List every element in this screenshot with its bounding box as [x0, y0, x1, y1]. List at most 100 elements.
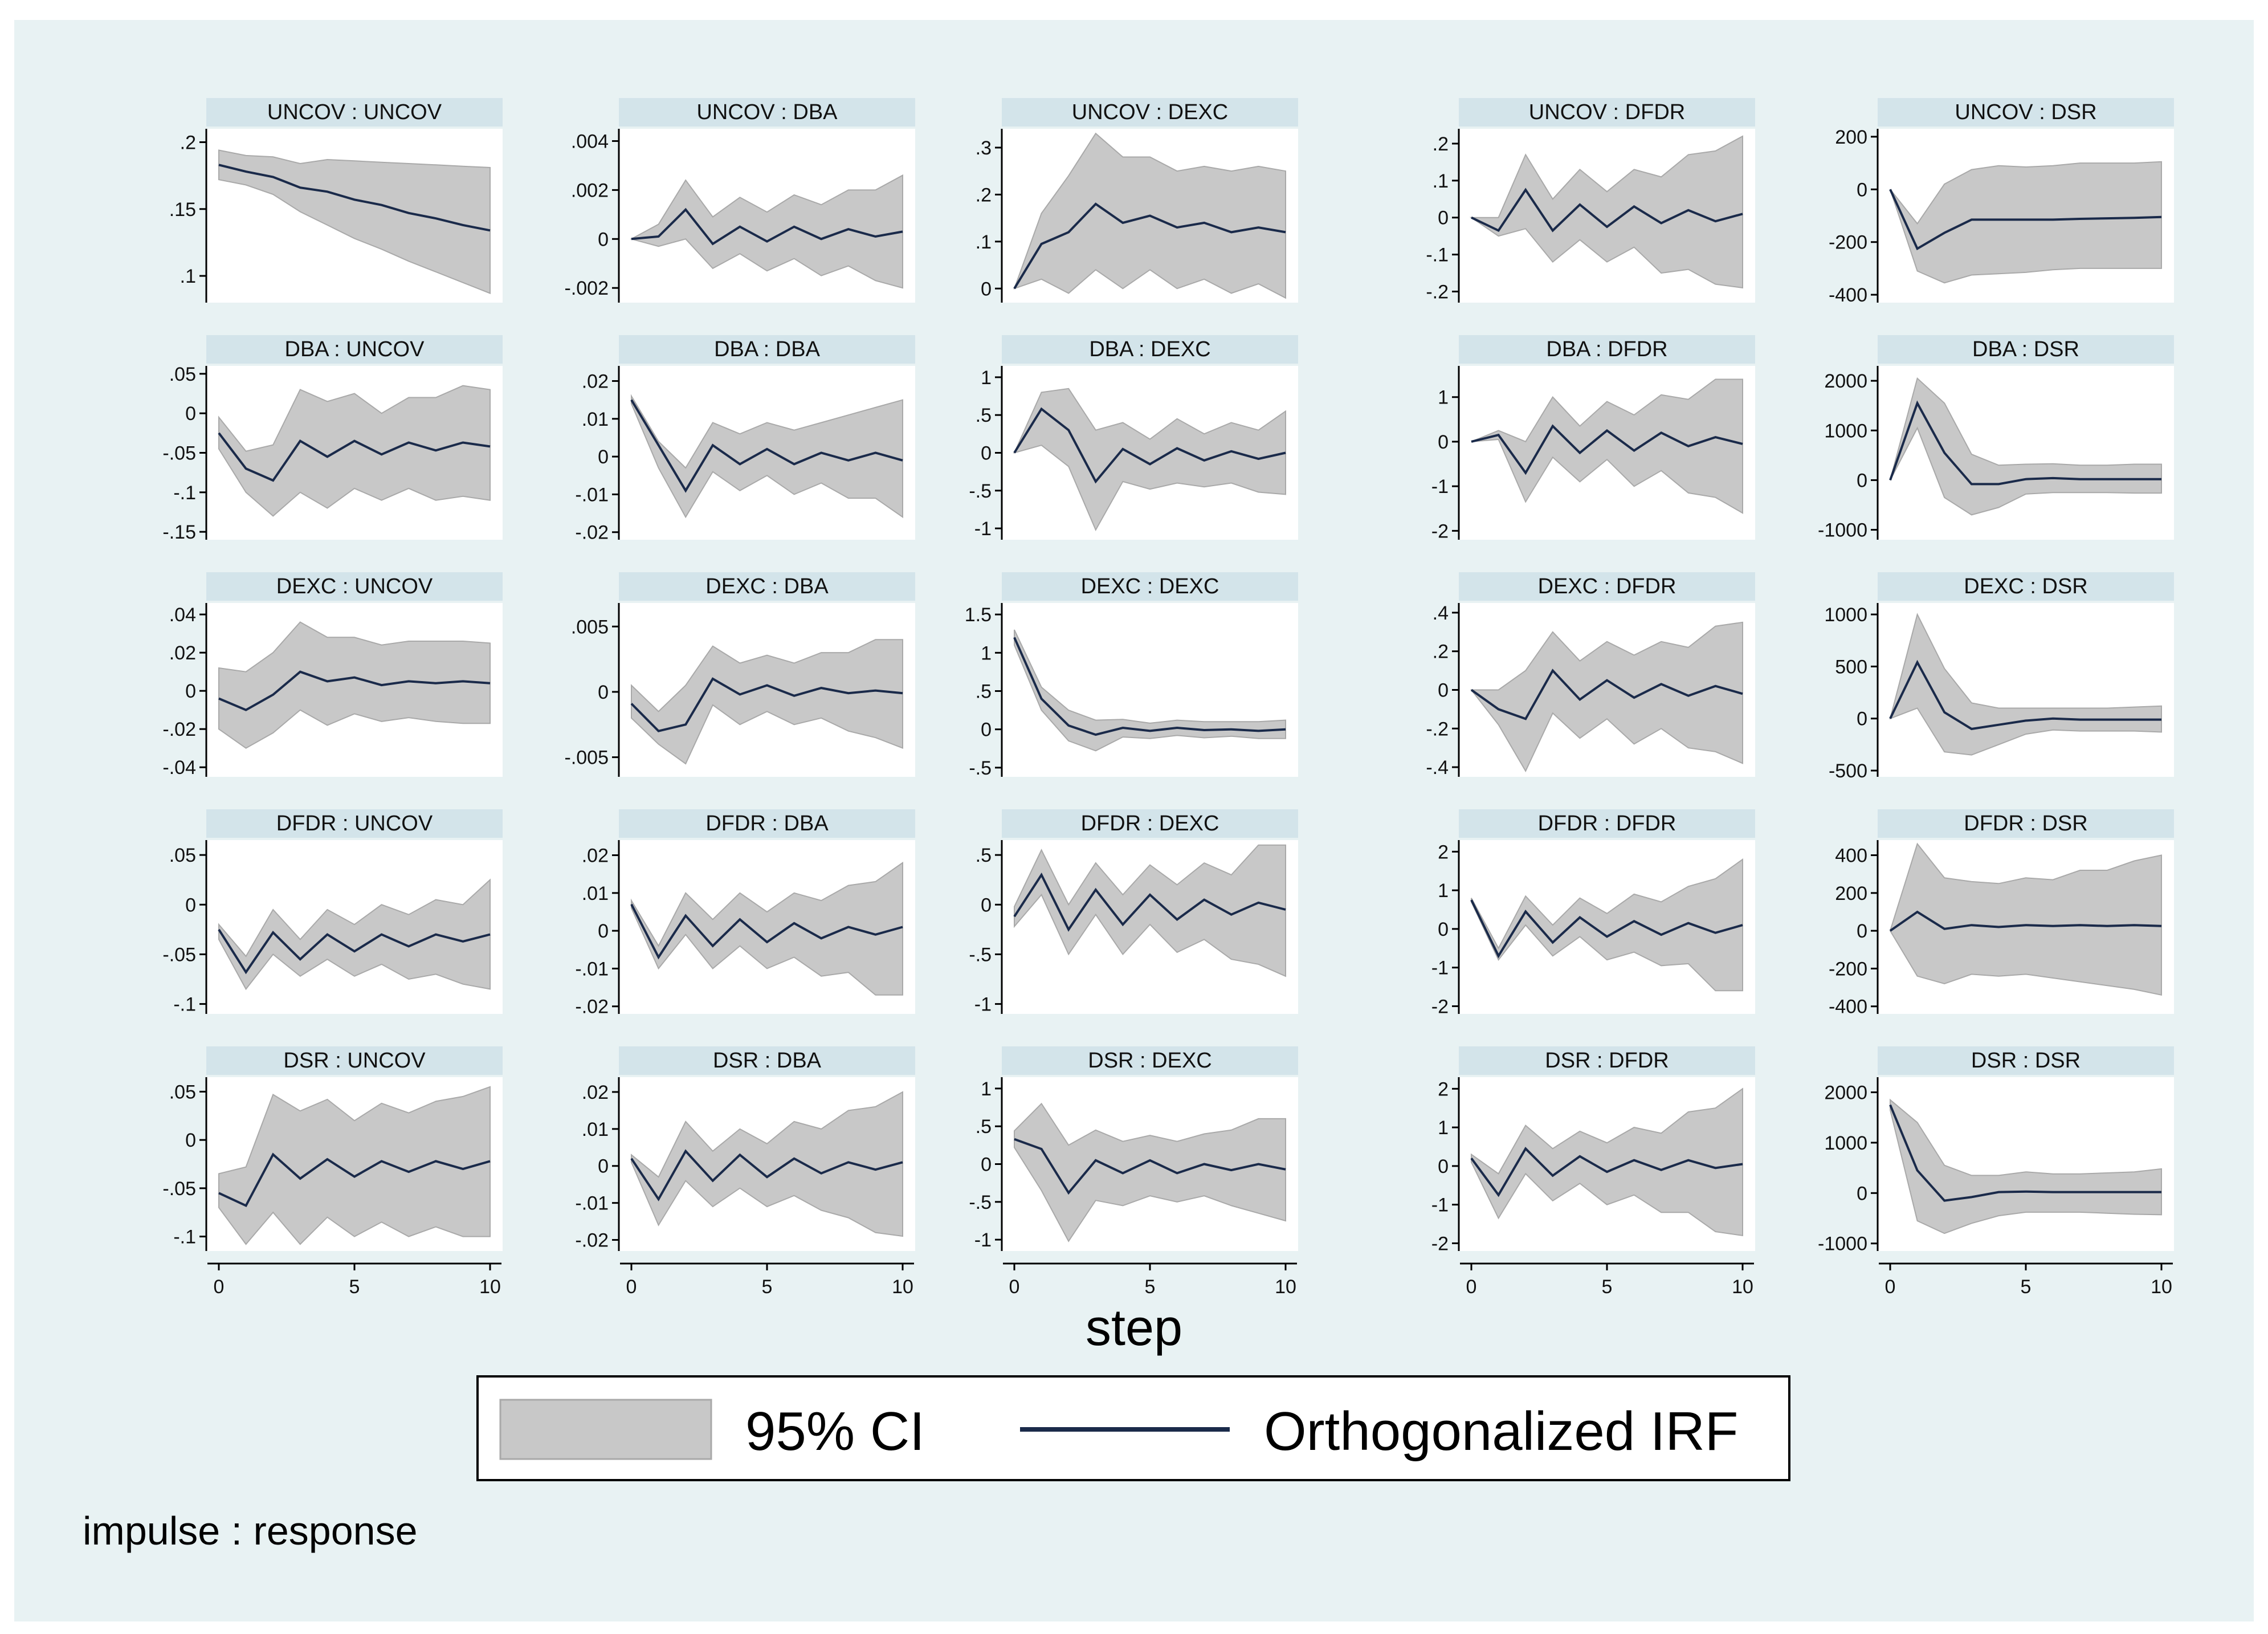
irf-line: [630, 1149, 903, 1201]
panel-title-strip: [1002, 572, 1298, 601]
irf-line: [1470, 669, 1743, 720]
x-tick-label: 0: [1009, 1276, 1020, 1298]
y-tick-label: 1000: [1824, 604, 1867, 626]
y-tick-label: -.2: [1426, 718, 1449, 740]
panel-title: DEXC : DSR: [1964, 574, 2087, 598]
y-tick-label: 2: [1438, 1078, 1449, 1100]
panel-title-strip: [1002, 809, 1298, 838]
y-tick-label: .02: [582, 371, 609, 393]
panel-dfdr-to-dexc: DFDR : DEXC -1 -.5 0 .5: [969, 809, 1298, 1016]
panel-dba-to-dexc: DBA : DEXC -1 -.5 0 .5 1: [969, 335, 1298, 540]
y-tick-label: -.1: [173, 482, 196, 504]
ci-band: [631, 1091, 903, 1237]
y-tick-label: 0: [1438, 431, 1449, 453]
y-tick-label: 0: [981, 894, 992, 916]
y-tick-label: -.04: [162, 757, 196, 779]
panel-title-strip: [1878, 335, 2174, 364]
y-tick-label: -.005: [565, 747, 609, 769]
y-tick-label: .004: [571, 131, 609, 152]
x-tick-label: 0: [626, 1276, 637, 1298]
panel-dba-to-dfdr: DBA : DFDR -2 -1 0 1: [1431, 335, 1755, 542]
ci-band: [218, 1086, 491, 1245]
x-tick-label: 0: [1885, 1276, 1896, 1298]
y-tick-label: 1: [981, 1078, 992, 1100]
irf-line: [630, 677, 903, 732]
panel-uncov-to-dba: UNCOV : DBA -.002 0 .002 .004: [565, 98, 915, 303]
y-tick-label: .005: [571, 616, 609, 638]
panel-title: DSR : UNCOV: [283, 1049, 426, 1073]
y-tick-label: -.5: [969, 480, 992, 502]
panel-title-strip: [1002, 98, 1298, 127]
panel-title-strip: [206, 335, 503, 364]
panel-title: DEXC : DEXC: [1081, 574, 1219, 598]
ci-band: [1471, 378, 1743, 514]
y-tick-label: -.1: [1426, 245, 1449, 266]
x-tick-label: 10: [1732, 1276, 1753, 1298]
y-tick-label: .5: [976, 681, 992, 703]
y-tick-label: .01: [582, 409, 609, 430]
panel-title: DBA : DFDR: [1546, 337, 1667, 361]
y-tick-label: -.1: [173, 1226, 196, 1248]
panel-title-strip: [1002, 1046, 1298, 1075]
y-tick-label: .002: [571, 180, 609, 201]
panel-title-strip: [1459, 98, 1755, 127]
panel-title: DBA : DBA: [714, 337, 820, 361]
legend-ci-label: 95% CI: [745, 1401, 925, 1462]
panel-dexc-to-uncov: DEXC : UNCOV -.04 -.02 0 .02 .04: [162, 572, 503, 779]
y-tick-label: 400: [1835, 845, 1867, 867]
irf-line: [218, 1152, 491, 1208]
ci-band: [1471, 1087, 1743, 1237]
y-tick-label: .04: [169, 604, 196, 626]
y-tick-label: 1: [1438, 1117, 1449, 1139]
y-tick-label: -.05: [162, 443, 196, 464]
y-tick-label: .5: [976, 845, 992, 866]
x-tick-label: 5: [1602, 1276, 1613, 1298]
y-tick-label: -400: [1829, 284, 1867, 306]
y-tick-label: .01: [582, 883, 609, 904]
irf-line: [218, 928, 491, 975]
ci-band: [218, 385, 491, 517]
irf-line: [1889, 400, 2161, 486]
panel-title-strip: [1878, 572, 2174, 601]
panel-title-strip: [206, 98, 503, 127]
y-tick-label: 0: [1857, 920, 1867, 942]
panel-dexc-to-dba: DEXC : DBA -.005 0 .005: [565, 572, 915, 777]
panel-dba-to-dsr: DBA : DSR -1000 0 1000 2000: [1818, 335, 2174, 541]
irf-line: [1470, 1147, 1743, 1197]
irf-line: [1013, 202, 1286, 290]
legend: 95% CI Orthogonalized IRF: [476, 1375, 1790, 1481]
x-tick-label: 10: [1275, 1276, 1296, 1298]
y-tick-label: 1: [981, 642, 992, 664]
x-tick-label: 5: [349, 1276, 360, 1298]
panel-title-strip: [619, 1046, 915, 1075]
ci-band: [1471, 858, 1743, 992]
y-tick-label: 1.5: [965, 604, 992, 626]
panel-title: UNCOV : DBA: [696, 100, 838, 124]
y-tick-label: 2000: [1824, 1082, 1867, 1104]
panel-dfdr-to-dsr: DFDR : DSR -400 -200 0 200 400: [1829, 809, 2174, 1018]
y-tick-label: 200: [1835, 883, 1867, 904]
irf-line: [1889, 189, 2162, 251]
y-tick-label: -2: [1431, 520, 1449, 542]
y-tick-label: .02: [169, 642, 196, 664]
y-tick-label: 1: [1438, 387, 1449, 409]
panel-dsr-to-uncov: DSR : UNCOV -.1 -.05 0 .05 0 5 10: [162, 1046, 503, 1298]
ci-band: [1014, 629, 1286, 752]
y-tick-label: .05: [169, 364, 196, 385]
panel-title-strip: [1459, 572, 1755, 601]
panel-uncov-to-dfdr: UNCOV : DFDR -.2 -.1 0 .1 .2: [1426, 98, 1755, 303]
y-tick-label: 0: [1438, 919, 1449, 940]
legend-ci-swatch: [499, 1399, 712, 1460]
y-tick-label: -.5: [969, 1192, 992, 1213]
panel-dexc-to-dsr: DEXC : DSR -500 0 500 1000: [1824, 572, 2174, 782]
y-tick-label: -200: [1829, 958, 1867, 980]
y-tick-label: -.15: [162, 521, 196, 543]
y-tick-label: -.5: [969, 757, 992, 779]
y-tick-label: -500: [1829, 760, 1867, 782]
y-tick-label: -.02: [575, 1230, 609, 1252]
panel-title: DSR : DSR: [1971, 1049, 2081, 1073]
irf-line: [1471, 188, 1743, 233]
x-tick-label: 10: [892, 1276, 913, 1298]
y-tick-label: 0: [185, 681, 196, 702]
